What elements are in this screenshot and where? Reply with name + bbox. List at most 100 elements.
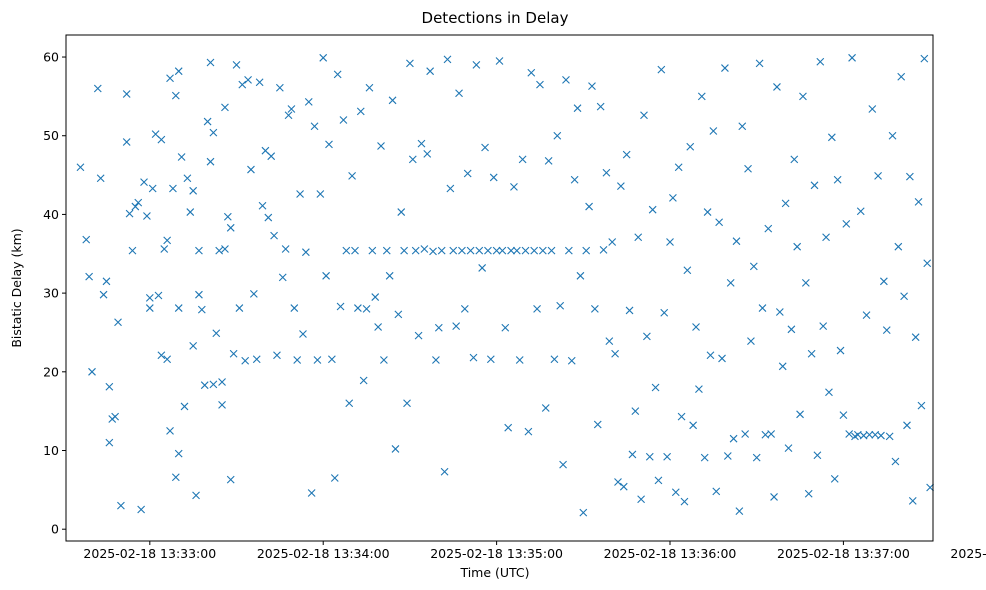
data-point-x-marker [671, 488, 680, 497]
data-point-x-marker [125, 209, 134, 218]
data-point-x-marker [249, 290, 258, 298]
data-point-x-marker [654, 476, 663, 485]
data-point-x-marker [221, 103, 229, 112]
data-point-x-marker [195, 290, 203, 299]
data-point-x-marker [533, 304, 541, 313]
data-point-x-marker [874, 171, 882, 180]
data-point-x-marker [258, 201, 267, 210]
data-point-x-marker [397, 208, 406, 216]
data-point-x-marker [203, 117, 212, 126]
data-point-x-marker [411, 246, 420, 255]
data-point-x-marker [148, 184, 157, 193]
data-point-x-marker [105, 382, 114, 391]
data-point-x-marker [741, 430, 750, 438]
data-point-x-marker [432, 356, 440, 364]
data-point-x-marker [226, 223, 235, 232]
data-point-x-marker [515, 356, 524, 364]
data-point-x-marker [908, 496, 917, 505]
data-point-x-marker [781, 199, 790, 208]
data-point-x-marker [541, 404, 550, 412]
data-point-x-marker [848, 53, 856, 62]
data-point-x-marker [836, 346, 845, 355]
data-point-x-marker [278, 273, 287, 282]
data-point-x-marker [579, 508, 588, 517]
data-point-x-marker [177, 153, 186, 161]
data-point-x-marker [333, 70, 342, 79]
data-point-x-marker [423, 149, 432, 158]
data-point-x-marker [634, 233, 643, 242]
data-point-x-marker [888, 131, 897, 140]
data-point-x-marker [76, 163, 85, 172]
data-point-x-marker [440, 467, 449, 476]
data-point-x-marker [264, 213, 273, 222]
data-point-x-marker [408, 155, 417, 164]
data-point-x-marker [683, 266, 692, 275]
data-point-x-marker [391, 445, 400, 453]
data-point-x-marker [206, 157, 215, 166]
data-point-x-marker [619, 482, 628, 491]
data-point-x-marker [712, 487, 721, 496]
data-point-x-marker [174, 67, 183, 76]
data-point-x-marker [605, 337, 614, 346]
data-point-x-marker [570, 175, 579, 184]
data-point-x-marker [281, 245, 290, 253]
data-point-x-marker [275, 83, 284, 92]
data-point-x-marker [374, 323, 383, 331]
data-point-x-marker [721, 64, 729, 72]
data-point-x-marker [429, 247, 437, 256]
data-point-x-marker [657, 65, 666, 74]
data-point-x-marker [131, 202, 140, 211]
data-point-x-marker [660, 308, 669, 317]
data-point-x-marker [218, 400, 226, 409]
data-point-x-marker [400, 246, 409, 255]
data-point-x-marker [637, 495, 645, 504]
data-point-x-marker [891, 457, 900, 466]
y-axis: 0 10 20 30 40 50 60 [43, 50, 66, 537]
data-point-x-marker [93, 84, 102, 93]
data-point-x-marker [327, 355, 336, 364]
data-point-x-marker [732, 237, 741, 246]
data-point-x-marker [559, 460, 567, 469]
data-point-x-marker [218, 378, 226, 386]
data-point-x-marker [877, 431, 885, 440]
data-point-x-marker [827, 133, 836, 142]
data-point-x-marker [229, 349, 238, 358]
data-point-x-marker [536, 80, 544, 89]
data-point-x-marker [790, 155, 799, 164]
data-point-x-marker [82, 235, 91, 244]
data-point-x-marker [819, 322, 828, 331]
data-point-x-marker [585, 202, 593, 211]
data-point-x-marker [449, 246, 458, 255]
data-point-x-marker [799, 92, 807, 101]
data-point-x-marker [550, 355, 559, 364]
data-point-x-marker [111, 412, 120, 421]
data-point-x-marker [752, 453, 761, 462]
data-point-x-marker [301, 248, 310, 257]
data-point-x-marker [351, 246, 359, 255]
x-tick-label: 2025-02-18 13:34:00 [257, 546, 390, 561]
data-point-x-marker [689, 421, 698, 430]
data-point-x-marker [773, 83, 781, 91]
data-point-x-marker [510, 182, 518, 191]
data-point-x-marker [622, 150, 631, 159]
data-point-x-marker [905, 172, 914, 181]
data-point-x-marker [602, 168, 611, 177]
data-point-x-marker [238, 80, 247, 89]
data-point-x-marker [900, 292, 908, 301]
data-point-x-marker [209, 128, 218, 137]
data-point-x-marker [434, 323, 443, 332]
data-point-x-marker [839, 411, 848, 419]
data-point-x-marker [787, 325, 796, 334]
data-point-x-marker [117, 501, 125, 510]
y-tick-label: 10 [43, 443, 59, 458]
data-point-x-marker [764, 224, 773, 233]
data-point-x-marker [460, 304, 469, 313]
chart-title: Detections in Delay [422, 9, 569, 27]
data-point-x-marker [443, 55, 452, 64]
data-point-x-marker [926, 483, 934, 492]
data-point-x-marker [481, 143, 489, 152]
x-tick-label: 2025-02-18 13:38:00 [950, 546, 986, 561]
data-point-x-marker [573, 104, 582, 113]
data-point-x-marker [163, 355, 172, 364]
